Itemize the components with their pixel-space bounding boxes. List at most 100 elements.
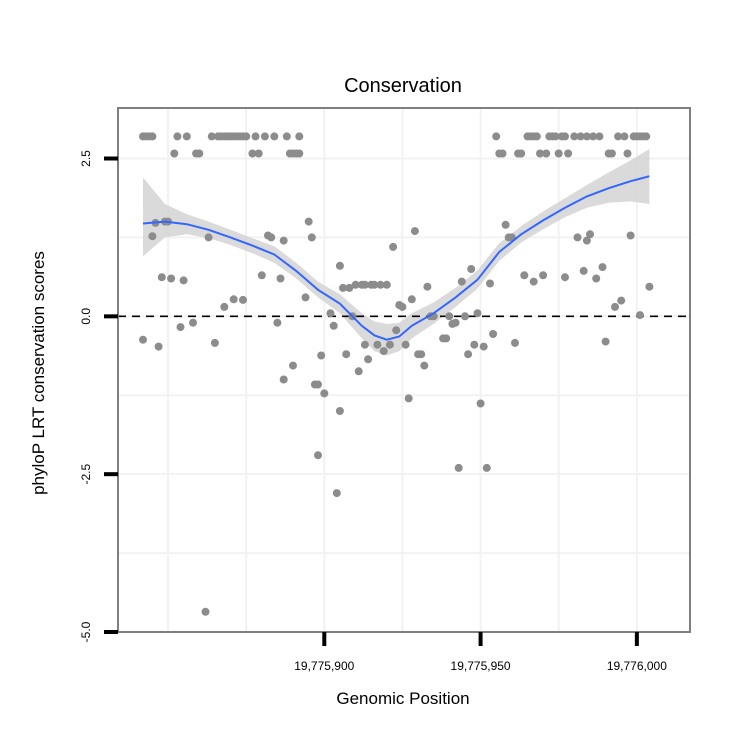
data-point bbox=[542, 149, 551, 158]
y-axis-title: phyloP LRT conservation scores bbox=[29, 251, 48, 495]
data-point bbox=[470, 340, 479, 349]
data-point bbox=[282, 132, 291, 141]
data-point bbox=[295, 132, 304, 141]
data-point bbox=[423, 282, 432, 291]
points-layer bbox=[139, 132, 654, 616]
data-point bbox=[139, 335, 147, 344]
data-point bbox=[317, 351, 326, 360]
x-tick-label: 19,775,900 bbox=[294, 659, 354, 673]
data-point bbox=[442, 334, 451, 343]
data-point bbox=[170, 149, 179, 158]
data-point bbox=[376, 280, 385, 289]
data-point bbox=[148, 232, 157, 241]
data-point bbox=[626, 231, 635, 240]
data-point bbox=[611, 302, 619, 311]
data-point bbox=[489, 330, 498, 338]
x-tick-label: 19,775,950 bbox=[451, 659, 511, 673]
data-point bbox=[492, 132, 501, 141]
data-point bbox=[589, 132, 598, 141]
axes-layer: 19,775,900 19,775,950 19,776,000 -5.0 -2.5 0.… bbox=[79, 150, 667, 673]
data-point bbox=[320, 389, 329, 398]
data-point bbox=[251, 132, 260, 141]
data-point bbox=[301, 293, 310, 302]
data-point bbox=[451, 318, 460, 327]
data-point bbox=[579, 266, 588, 275]
data-point bbox=[351, 280, 360, 289]
data-point bbox=[167, 274, 176, 283]
data-point bbox=[564, 149, 573, 158]
data-point bbox=[457, 277, 466, 286]
data-point bbox=[210, 338, 219, 347]
data-point bbox=[410, 227, 419, 236]
data-point bbox=[464, 350, 473, 359]
data-point bbox=[182, 132, 191, 141]
data-point bbox=[482, 463, 491, 472]
data-point bbox=[520, 271, 529, 280]
data-point bbox=[642, 132, 651, 141]
data-point bbox=[279, 236, 288, 245]
grid-lines bbox=[118, 108, 690, 633]
data-point bbox=[476, 399, 485, 408]
y-tick-label: 2.5 bbox=[79, 150, 93, 167]
data-point bbox=[379, 347, 388, 356]
data-point bbox=[417, 350, 426, 359]
plot-frame bbox=[117, 107, 691, 633]
data-point bbox=[335, 261, 344, 270]
data-point bbox=[617, 296, 626, 305]
data-point bbox=[576, 132, 585, 141]
data-point bbox=[398, 302, 407, 311]
data-point bbox=[364, 355, 373, 364]
chart-title: Conservation bbox=[344, 75, 462, 97]
data-point bbox=[201, 607, 210, 616]
confidence-ribbon bbox=[143, 149, 650, 356]
data-point bbox=[636, 311, 644, 320]
data-point bbox=[501, 220, 510, 229]
data-point bbox=[276, 274, 285, 283]
data-point bbox=[385, 340, 394, 349]
y-tick-label: 0.0 bbox=[79, 308, 93, 325]
data-point bbox=[454, 463, 463, 472]
data-point bbox=[561, 273, 569, 282]
data-point bbox=[207, 132, 216, 141]
data-point bbox=[570, 132, 579, 141]
data-point bbox=[498, 149, 507, 158]
data-point bbox=[335, 407, 344, 415]
data-point bbox=[342, 350, 351, 359]
data-point bbox=[248, 149, 257, 158]
data-point bbox=[257, 271, 266, 280]
data-point bbox=[314, 380, 322, 389]
data-point bbox=[582, 236, 591, 245]
data-point bbox=[601, 337, 610, 346]
x-tick-label: 19,776,000 bbox=[607, 659, 667, 673]
data-point bbox=[373, 340, 382, 349]
data-point bbox=[554, 149, 563, 158]
data-point bbox=[389, 242, 398, 251]
data-point bbox=[332, 489, 341, 498]
data-point bbox=[289, 361, 297, 370]
data-point bbox=[242, 132, 251, 141]
data-point bbox=[326, 309, 335, 318]
data-point bbox=[229, 295, 238, 304]
data-point bbox=[401, 340, 410, 349]
data-point bbox=[595, 132, 604, 141]
data-point bbox=[529, 277, 538, 286]
data-point bbox=[189, 318, 197, 327]
data-point bbox=[592, 274, 601, 283]
data-point bbox=[176, 323, 185, 332]
data-point bbox=[370, 280, 379, 289]
data-point bbox=[586, 230, 594, 239]
data-point bbox=[273, 318, 282, 327]
data-point bbox=[486, 279, 494, 288]
data-point bbox=[195, 149, 204, 158]
data-point bbox=[461, 312, 469, 321]
data-point bbox=[204, 233, 213, 242]
data-point bbox=[404, 394, 413, 403]
data-point bbox=[382, 280, 391, 289]
data-point bbox=[339, 283, 347, 292]
data-point bbox=[645, 282, 654, 291]
data-point bbox=[517, 149, 526, 158]
data-point bbox=[360, 280, 369, 289]
confidence-ribbon-layer bbox=[143, 149, 650, 356]
data-point bbox=[620, 132, 629, 141]
